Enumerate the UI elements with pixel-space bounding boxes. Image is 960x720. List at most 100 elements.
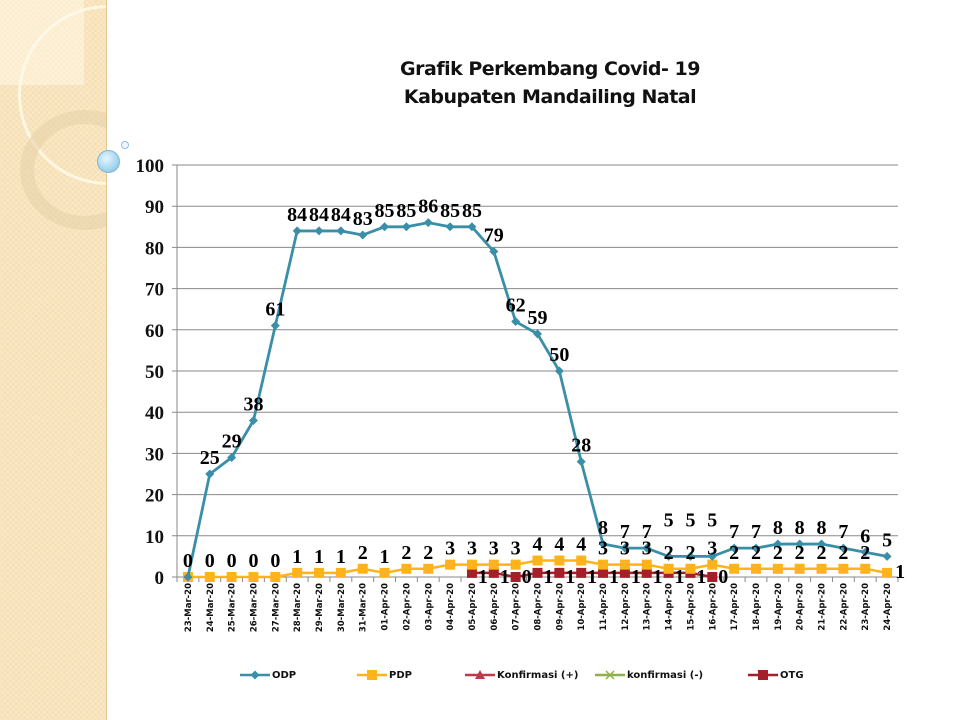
odp-point — [270, 321, 280, 331]
pdp-point — [204, 572, 215, 582]
otg-point — [598, 567, 609, 578]
odp-point — [401, 222, 411, 232]
odp-point — [795, 539, 805, 549]
pdp-point — [860, 563, 871, 574]
pdp-point — [750, 563, 761, 574]
otg-point — [510, 572, 521, 582]
odp-data-label: 7 — [642, 521, 652, 543]
pdp-data-label: 2 — [773, 542, 783, 564]
otg-data-label: 1 — [631, 566, 641, 588]
odp-point — [183, 572, 193, 582]
odp-point — [576, 457, 586, 467]
pdp-data-label: 4 — [533, 534, 543, 556]
otg-point — [641, 567, 652, 578]
otg-data-label: 1 — [565, 566, 575, 588]
x-tick-label: 23-Apr-20 — [861, 583, 871, 631]
x-tick-label: 12-Apr-20 — [621, 583, 631, 631]
pdp-point — [838, 563, 849, 574]
odp-point — [664, 551, 674, 561]
pdp-point — [445, 559, 456, 570]
pdp-data-label: 0 — [183, 550, 193, 572]
otg-data-label: 1 — [609, 566, 619, 588]
odp-point — [227, 453, 237, 463]
pdp-data-label: 1 — [314, 546, 324, 568]
y-tick-label: 0 — [155, 568, 165, 589]
y-tick-label: 30 — [145, 444, 164, 465]
legend: ODP PDP Konfirmasi (+) konfirmasi (-) OTG — [240, 668, 840, 686]
pdp-point — [314, 567, 325, 578]
legend-label: Konfirmasi (+) — [497, 669, 579, 681]
pdp-point — [794, 563, 805, 574]
odp-data-label: 8 — [598, 517, 608, 539]
x-tick-label: 02-Apr-20 — [402, 583, 412, 631]
pdp-point — [292, 567, 303, 578]
odp-data-label: 7 — [620, 521, 630, 543]
y-tick-label: 50 — [145, 362, 164, 383]
x-tick-label: 14-Apr-20 — [665, 583, 675, 631]
odp-data-label: 7 — [751, 521, 761, 543]
odp-point — [292, 226, 302, 236]
odp-data-label: 8 — [773, 517, 783, 539]
odp-point — [773, 539, 783, 549]
pdp-point — [423, 563, 434, 574]
pdp-data-label: 3 — [467, 538, 477, 560]
pdp-point — [663, 563, 674, 574]
odp-data-label: 79 — [484, 225, 504, 247]
pdp-data-label: 2 — [423, 542, 433, 564]
chart-title-line1: Grafik Perkembang Covid- 19 — [400, 58, 700, 80]
pdp-data-label: 3 — [489, 538, 499, 560]
slide-side-panel — [0, 0, 107, 720]
pdp-point — [598, 559, 609, 570]
pdp-point — [619, 559, 630, 570]
bubble-icon — [97, 150, 120, 173]
otg-data-label: 1 — [543, 566, 553, 588]
odp-data-label: 5 — [707, 509, 717, 531]
odp-data-label: 6 — [860, 525, 870, 547]
otg-data-label: 1 — [675, 566, 685, 588]
x-tick-label: 06-Apr-20 — [490, 583, 500, 631]
x-tick-label: 21-Apr-20 — [818, 583, 828, 631]
y-tick-label: 20 — [145, 486, 164, 507]
otg-data-label: 1 — [478, 566, 488, 588]
y-tick-label: 100 — [136, 156, 165, 177]
odp-data-label: 25 — [200, 447, 220, 469]
otg-data-label: 1 — [587, 566, 597, 588]
otg-point — [466, 567, 477, 578]
x-tick-label: 26-Mar-20 — [249, 583, 259, 632]
x-tick-label: 01-Apr-20 — [381, 583, 391, 631]
odp-point — [685, 551, 695, 561]
x-tick-label: 08-Apr-20 — [534, 583, 544, 631]
pdp-point — [226, 572, 237, 582]
pdp-data-label: 0 — [205, 550, 215, 572]
y-tick-label: 40 — [145, 403, 164, 424]
legend-marker-pdp — [367, 670, 377, 680]
pdp-data-label: 1 — [895, 561, 905, 583]
x-tick-label: 29-Mar-20 — [315, 583, 325, 632]
pdp-point — [357, 563, 368, 574]
pdp-point — [641, 559, 652, 570]
odp-data-label: 5 — [664, 509, 674, 531]
pdp-point — [270, 572, 281, 582]
otg-data-label: 0 — [718, 566, 728, 588]
pdp-point — [488, 559, 499, 570]
legend-swatch-odp — [240, 670, 270, 680]
odp-data-label: 7 — [729, 521, 739, 543]
pdp-data-label: 2 — [795, 542, 805, 564]
odp-point — [554, 366, 564, 376]
x-tick-label: 17-Apr-20 — [730, 583, 740, 631]
pdp-point — [248, 572, 259, 582]
pdp-data-label: 1 — [380, 546, 390, 568]
pdp-data-label: 3 — [620, 538, 630, 560]
odp-data-label: 85 — [375, 200, 395, 222]
pdp-data-label: 2 — [358, 542, 368, 564]
odp-point — [205, 469, 215, 479]
odp-point — [729, 543, 739, 553]
pdp-data-label: 2 — [729, 542, 739, 564]
pdp-point — [576, 555, 587, 566]
legend-item-konfirmasi: Konfirmasi (+) — [465, 668, 578, 682]
odp-point — [467, 222, 477, 232]
otg-data-label: 1 — [653, 566, 663, 588]
legend-label: ODP — [272, 669, 297, 681]
odp-point — [598, 539, 608, 549]
odp-point — [336, 226, 346, 236]
